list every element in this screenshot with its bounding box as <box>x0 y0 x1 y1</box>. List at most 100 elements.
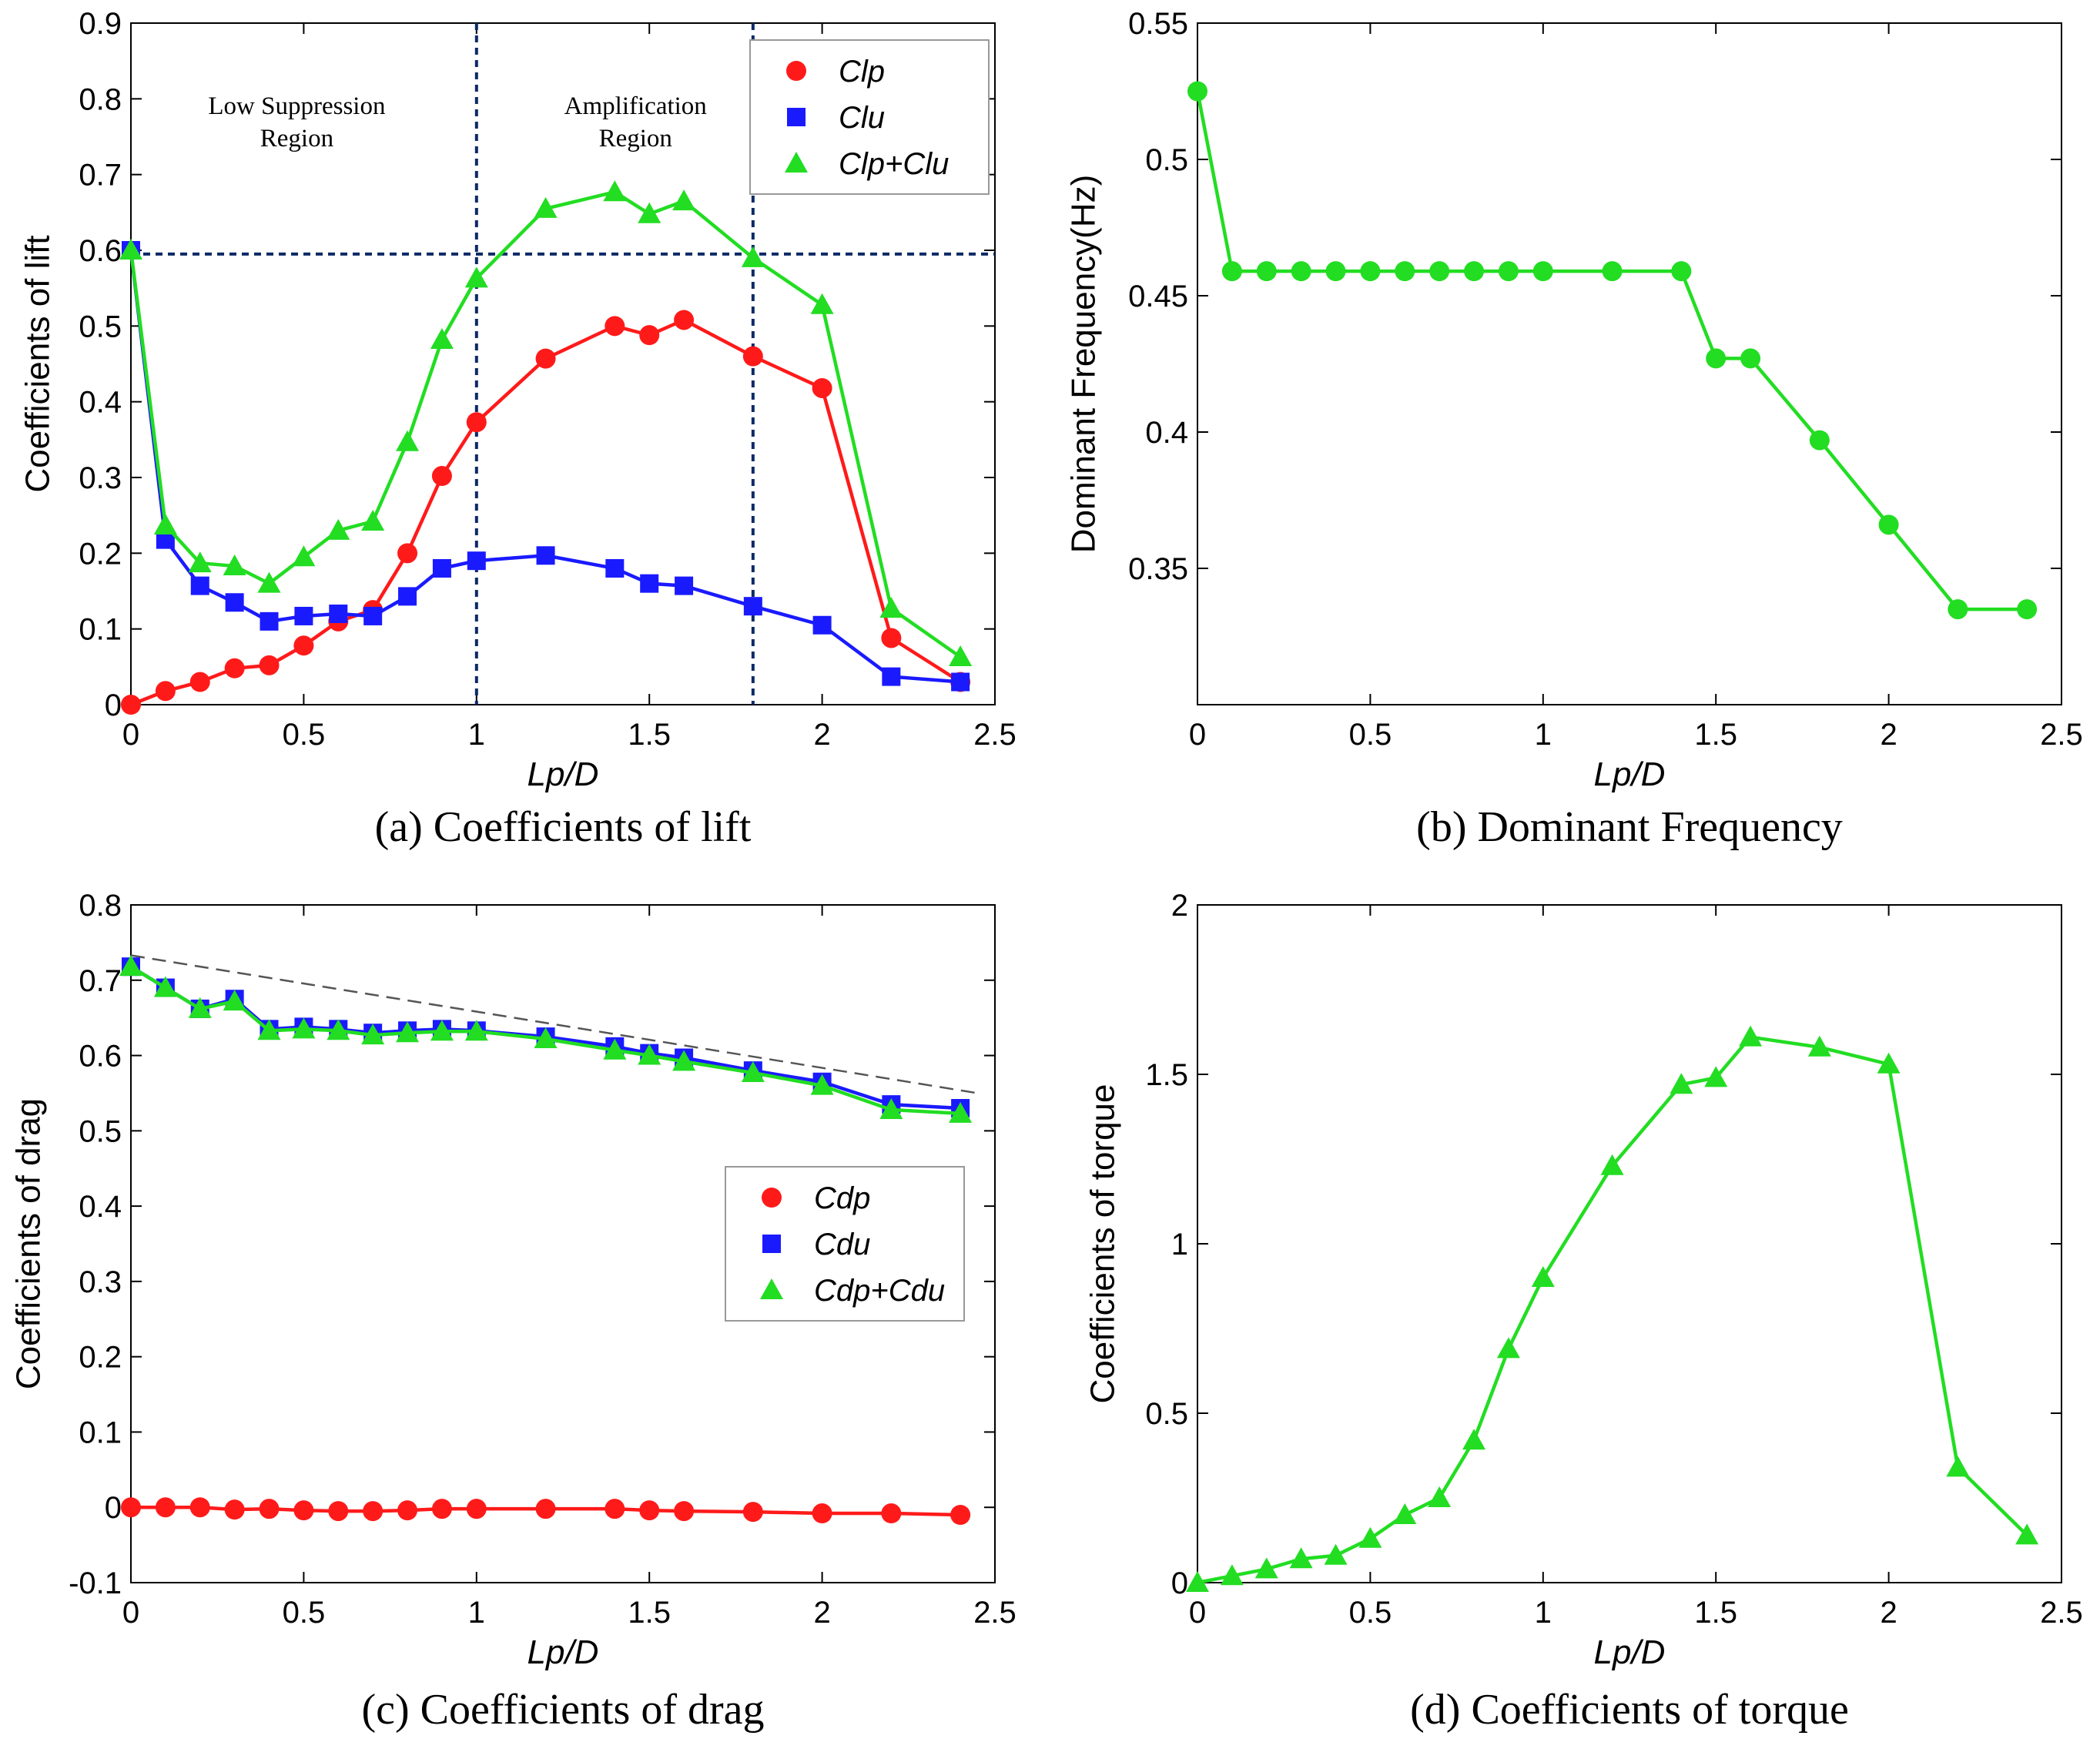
chart-a: 0 0.5 1 1.5 2 2.5 0 0.1 0.2 0.3 0.4 0.5 0.6 0.7 0.8 0.9… <box>19 7 1017 851</box>
plot-frame <box>1197 22 2062 705</box>
x-axis-label: Lp/D <box>1594 1633 1666 1671</box>
data-point <box>1531 1266 1555 1287</box>
legend-marker <box>762 1235 781 1253</box>
y-axis-label: Coefficients of lift <box>19 235 57 492</box>
data-point <box>293 635 314 656</box>
y-tick-label: 0.2 <box>79 1341 122 1375</box>
x-tick-label: 2.5 <box>2040 1596 2083 1630</box>
x-axis-label: Lp/D <box>528 756 599 793</box>
series-clp-clu <box>119 180 973 667</box>
data-point <box>1532 261 1553 282</box>
data-point <box>1395 261 1415 282</box>
data-point <box>155 1497 176 1518</box>
data-point <box>603 180 627 202</box>
y-tick-label: 0.5 <box>1145 143 1188 177</box>
data-point <box>536 546 555 565</box>
x-tick-label: 1.5 <box>1694 718 1737 752</box>
data-point <box>810 1074 834 1095</box>
data-point <box>1429 261 1450 282</box>
y-tick-label: 0 <box>105 689 122 722</box>
x-tick-label: 0.5 <box>283 1596 326 1630</box>
y-tick-label: -0.1 <box>69 1566 122 1600</box>
data-point <box>1186 1571 1209 1592</box>
data-point <box>1809 430 1830 451</box>
data-point <box>535 1499 556 1519</box>
data-point <box>1498 261 1519 282</box>
data-point <box>155 681 176 702</box>
data-point <box>466 412 487 433</box>
series-coefficients-of-torque <box>1186 1025 2039 1592</box>
data-point <box>1358 1526 1382 1548</box>
x-tick-label: 0.5 <box>283 718 326 752</box>
data-point <box>294 606 313 625</box>
data-point <box>260 611 279 631</box>
data-point <box>879 1097 903 1119</box>
x-tick-label: 2 <box>813 718 830 752</box>
x-tick-label: 0 <box>1189 718 1206 752</box>
x-tick-label: 1.5 <box>628 1596 671 1630</box>
y-tick-label: 0.8 <box>79 889 122 923</box>
data-point <box>225 593 244 612</box>
data-point <box>640 574 659 593</box>
data-point <box>259 1499 280 1519</box>
y-tick-label: 1.5 <box>1145 1058 1188 1092</box>
data-point <box>1704 1066 1728 1087</box>
series-dominant-frequency <box>1187 81 2038 620</box>
data-point <box>949 645 973 667</box>
data-point <box>1671 261 1692 282</box>
data-point <box>1324 1543 1348 1565</box>
data-point <box>223 990 246 1011</box>
y-tick-label: 1 <box>1171 1228 1188 1261</box>
data-point <box>605 316 625 337</box>
legend-label: Clp <box>839 55 885 89</box>
data-point <box>224 658 245 678</box>
y-axis-label: Dominant Frequency(Hz) <box>1065 175 1103 554</box>
x-tick-label: 0 <box>122 718 139 752</box>
data-point <box>189 1497 210 1518</box>
data-point <box>1739 1025 1763 1047</box>
data-point <box>1600 1154 1624 1175</box>
x-tick-label: 0.5 <box>1349 718 1392 752</box>
chart-caption: (c) Coefficients of drag <box>362 1686 765 1734</box>
x-tick-label: 1 <box>468 1596 485 1630</box>
x-tick-label: 2.5 <box>973 1596 1017 1630</box>
y-tick-label: 0.1 <box>79 1416 122 1449</box>
y-tick-label: 0.5 <box>1145 1397 1188 1431</box>
data-point <box>675 576 694 595</box>
data-point <box>293 1500 314 1521</box>
y-tick-label: 0.6 <box>79 234 122 268</box>
data-point <box>879 597 903 618</box>
data-point <box>431 1499 452 1519</box>
data-point <box>1221 261 1242 282</box>
data-point <box>674 310 695 330</box>
x-tick-label: 1.5 <box>1694 1596 1737 1630</box>
legend: Clp Clu Clp+Clu <box>749 39 990 195</box>
data-point <box>1706 348 1727 369</box>
y-tick-label: 0.4 <box>79 1190 122 1224</box>
data-point <box>1602 261 1623 282</box>
x-tick-label: 2 <box>813 1596 830 1630</box>
region-annotation: Amplification Region <box>564 92 707 152</box>
data-point <box>741 1061 765 1083</box>
data-point <box>189 672 210 692</box>
data-point <box>812 615 832 635</box>
data-point <box>430 328 454 350</box>
region-annotation-line: Low Suppression <box>208 92 385 120</box>
plot-frame <box>130 22 996 705</box>
legend-label: Clp+Clu <box>839 147 949 181</box>
data-point <box>398 587 417 606</box>
x-tick-label: 1 <box>468 718 485 752</box>
data-point <box>467 551 486 571</box>
data-point <box>327 518 350 540</box>
data-point <box>121 1497 141 1518</box>
chart-caption: (a) Coefficients of lift <box>375 803 752 851</box>
data-point <box>2015 1523 2039 1545</box>
x-tick-label: 2.5 <box>973 718 1017 752</box>
data-point <box>464 266 488 288</box>
legend-label: Cdu <box>814 1228 870 1261</box>
legend: Cdp Cdu Cdp+Cdu <box>725 1166 965 1322</box>
data-point <box>1220 1564 1244 1586</box>
data-point <box>119 955 142 977</box>
data-point <box>674 1501 695 1522</box>
